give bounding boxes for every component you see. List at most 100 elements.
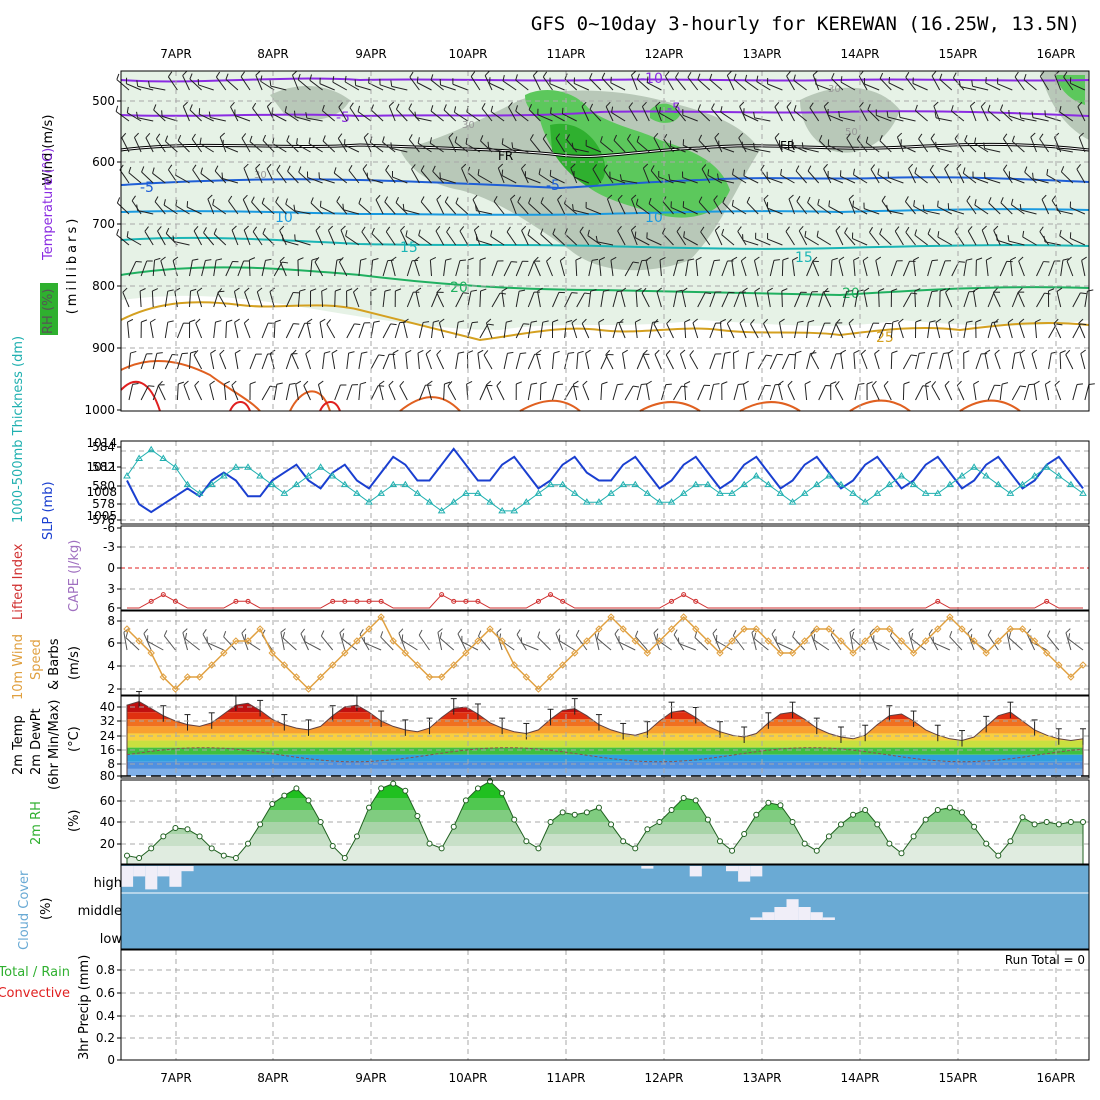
wind-barb: [116, 228, 130, 246]
wind10-point: [220, 649, 228, 657]
wind-barb: [972, 171, 989, 184]
wind-barb: [149, 318, 156, 339]
wind-barb: [426, 380, 433, 401]
wind-barb: [151, 288, 159, 308]
wind-barb: [867, 104, 880, 122]
wind-barb: [878, 322, 892, 339]
wind-barb: [809, 102, 820, 122]
wind-barb: [309, 74, 323, 91]
wind-barb: [902, 381, 910, 401]
wind-barb: [1017, 287, 1025, 308]
wind-barb: [455, 292, 469, 308]
wind-barb: [988, 197, 1001, 215]
wind-barb: [291, 349, 299, 370]
wind-barb: [646, 76, 662, 91]
temp2m-grid: [121, 696, 1089, 778]
wind-barb: [256, 287, 263, 308]
wind-barb: [540, 197, 553, 215]
wind-barb: [681, 287, 688, 308]
wind-barb: [588, 258, 599, 277]
wind-barb: [336, 196, 348, 215]
thickness-point: [958, 471, 966, 479]
wind-barb: [272, 137, 287, 153]
wind-barb: [378, 380, 385, 401]
thickness-point: [413, 489, 422, 496]
rh2m-point: [1055, 821, 1062, 828]
wind10-point: [498, 637, 506, 645]
wind-barb: [726, 318, 735, 339]
wind-barb: [1039, 71, 1050, 91]
wind-barb: [757, 384, 771, 401]
wind-barb: [689, 350, 699, 370]
wind-barb: [402, 203, 420, 215]
wind-barb: [860, 349, 868, 370]
wind-barb: [354, 79, 372, 91]
wind-barb: [358, 258, 367, 277]
wind-barb: [804, 380, 811, 401]
tick-label: 40: [100, 700, 115, 714]
wind10-barb: [1065, 628, 1072, 651]
thickness-point: [655, 498, 664, 505]
wind-barb: [650, 165, 662, 184]
wind-barb: [213, 320, 222, 339]
wind-barb: [682, 109, 698, 122]
wind-barb: [1080, 349, 1086, 370]
rh2m-point: [341, 855, 348, 861]
thickness-point: [449, 498, 458, 505]
wind10-point: [147, 649, 155, 657]
wind-barb: [1000, 197, 1013, 215]
wind10-barb: [1068, 633, 1084, 651]
wind-barb: [279, 256, 287, 277]
wind10-point: [558, 661, 567, 669]
wind-barb: [385, 226, 396, 246]
upper-wind-barbs: [115, 70, 1095, 401]
li-point: [560, 598, 566, 604]
wind-barb: [479, 288, 487, 308]
wind-barb: [1055, 204, 1073, 215]
wind-barb: [610, 76, 626, 91]
upper-label-rh: RH (%): [41, 289, 56, 334]
date-label-bottom: 7APR: [160, 1071, 191, 1085]
wind10-point: [123, 625, 131, 633]
wind-barb: [767, 202, 783, 215]
wind-barb: [840, 76, 856, 91]
wind10-point: [510, 661, 518, 669]
wind-barb: [756, 75, 771, 91]
tick-label: -6: [103, 521, 115, 535]
tick-label: 582: [92, 460, 115, 474]
wind-barb: [273, 382, 283, 401]
wind-barb: [812, 256, 820, 277]
wind-barb: [781, 257, 789, 277]
wind-barb: [1072, 323, 1087, 339]
wind-barb: [635, 198, 650, 215]
rh2m-point: [317, 819, 324, 825]
wind-barb: [552, 383, 564, 401]
wind-barb: [823, 101, 832, 122]
wind-barb: [807, 165, 820, 184]
rh2m-point: [136, 855, 143, 861]
wind-barb: [648, 197, 662, 215]
wind-barb: [870, 164, 880, 184]
wind10-panel: 8 6 4 2: [107, 610, 1090, 696]
cloud-label-unit: (%): [39, 898, 54, 921]
rh2m-point: [257, 821, 264, 828]
rh2m-ticks: 60 40 20: [100, 794, 121, 851]
wind-barb: [645, 256, 652, 277]
contour-15: [120, 236, 1090, 250]
wind10-point: [885, 625, 894, 633]
wind-barb: [455, 320, 465, 339]
wind-barb: [490, 230, 505, 246]
rh2m-point: [329, 843, 336, 849]
wind-barb: [854, 382, 865, 401]
wind-barb: [1081, 256, 1087, 277]
wind-barb: [630, 225, 638, 246]
tick-label: 584: [92, 440, 115, 454]
rh-label-30c: 30: [828, 84, 841, 95]
wind-barb: [136, 204, 154, 215]
wind-barb: [987, 104, 1001, 122]
wind-barb: [269, 80, 287, 91]
wind-barb: [418, 321, 430, 339]
wind-barb: [448, 132, 457, 153]
wind-barb: [863, 287, 870, 308]
wind-barb: [848, 318, 856, 339]
